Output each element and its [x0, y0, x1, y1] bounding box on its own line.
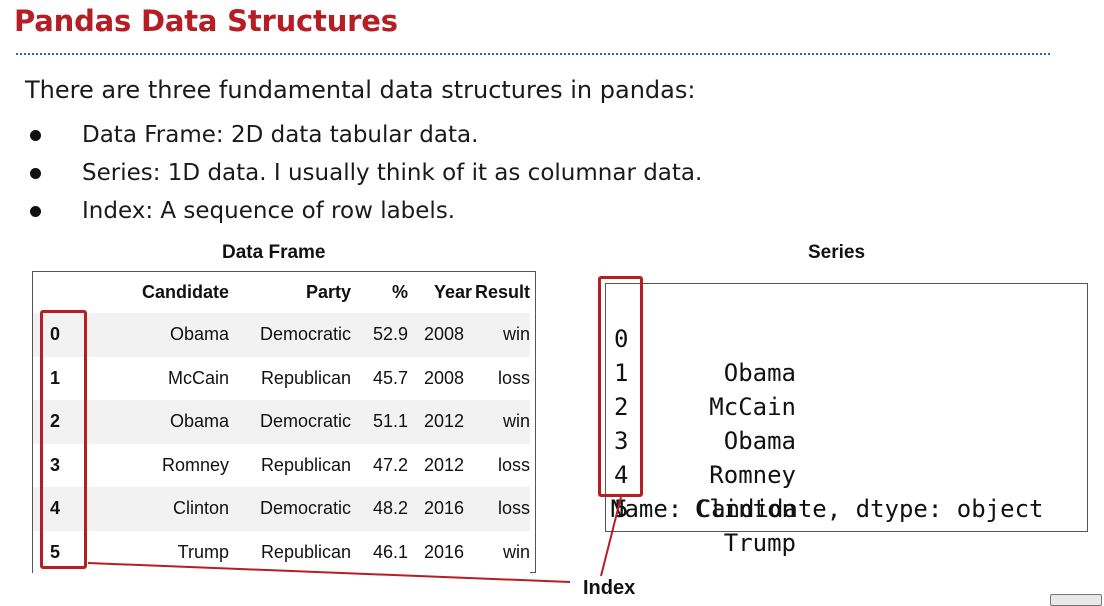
series-value: Obama [723, 359, 796, 387]
cell-year: 2016 [408, 530, 472, 574]
cell-party: Republican [229, 443, 351, 487]
bullet-text: Data Frame: 2D data tabular data. [82, 122, 479, 148]
cell-result: loss [472, 487, 530, 531]
series-index: 2 [614, 393, 629, 421]
series-entry: 3 Romney [614, 390, 796, 489]
series-entry: 5 Trump [614, 458, 796, 557]
column-header-year: Year [433, 282, 472, 302]
bullet-dot-icon [30, 206, 41, 217]
bullet-item: Index: A sequence of row labels. [30, 192, 702, 230]
dataframe-table-panel: Candidate Party % Year Result 0 Obama De… [32, 271, 536, 574]
bullet-dot-icon [30, 130, 41, 141]
bullet-item: Series: 1D data. I usually think of it a… [30, 154, 702, 192]
series-value: McCain [709, 393, 796, 421]
series-index: 4 [614, 461, 629, 489]
series-heading: Series [808, 242, 866, 263]
cell-party: Republican [229, 356, 351, 400]
bullet-list: Data Frame: 2D data tabular data. Series… [30, 116, 702, 230]
bullet-item: Data Frame: 2D data tabular data. [30, 116, 702, 154]
cell-candidate: Romney [75, 443, 229, 487]
cell-candidate: McCain [75, 356, 229, 400]
series-index: 1 [614, 359, 629, 387]
cell-percent: 48.2 [351, 487, 408, 531]
series-entry: 4 Clinton [614, 424, 796, 523]
cell-result: loss [472, 356, 530, 400]
column-header-percent: % [391, 282, 408, 302]
cell-year: 2016 [408, 487, 472, 531]
license-badge-icon [1050, 594, 1102, 606]
table-row: 0 Obama Democratic 52.9 2008 win [33, 313, 530, 357]
cell-candidate: Trump [75, 530, 229, 574]
series-index: 0 [614, 325, 629, 353]
column-header-result: Result [474, 282, 530, 302]
cell-percent: 46.1 [351, 530, 408, 574]
table-row: 4 Clinton Democratic 48.2 2016 loss [33, 487, 530, 531]
cell-party: Republican [229, 530, 351, 574]
cell-percent: 45.7 [351, 356, 408, 400]
index-callout-label: Index [583, 577, 636, 599]
bullet-text: Series: 1D data. I usually think of it a… [82, 160, 703, 186]
dataframe-index-highlight [40, 310, 87, 569]
series-entry: 1 McCain [614, 322, 796, 421]
cell-party: Democratic [229, 487, 351, 531]
series-value: Obama [723, 427, 796, 455]
table-row: 5 Trump Republican 46.1 2016 win [33, 530, 530, 574]
title-divider [16, 53, 1050, 55]
cell-percent: 52.9 [351, 313, 408, 357]
cell-party: Democratic [229, 400, 351, 444]
dataframe-heading: Data Frame [222, 242, 326, 263]
intro-text: There are three fundamental data structu… [25, 76, 696, 104]
series-dtype-footer: Name: Candidate, dtype: object [610, 495, 1044, 523]
bullet-dot-icon [30, 168, 41, 179]
series-value: Clinton [694, 495, 796, 523]
cell-year: 2012 [408, 443, 472, 487]
cell-result: win [472, 313, 530, 357]
cell-percent: 47.2 [351, 443, 408, 487]
column-header-party: Party [305, 282, 351, 302]
cell-candidate: Obama [75, 313, 229, 357]
series-index: 3 [614, 427, 629, 455]
slide-title: Pandas Data Structures [14, 4, 398, 38]
table-row: 2 Obama Democratic 51.1 2012 win [33, 400, 530, 444]
series-entry: 0 Obama [614, 288, 796, 387]
cell-year: 2008 [408, 313, 472, 357]
series-entry: 2 Obama [614, 356, 796, 455]
cell-percent: 51.1 [351, 400, 408, 444]
series-output-panel: 0 Obama 1 McCain 2 Obama 3 Romney 4 Clin… [605, 283, 1088, 557]
cell-year: 2012 [408, 400, 472, 444]
cell-year: 2008 [408, 356, 472, 400]
series-value: Trump [723, 529, 796, 557]
cell-candidate: Obama [75, 400, 229, 444]
cell-candidate: Clinton [75, 487, 229, 531]
cell-result: loss [472, 443, 530, 487]
table-row: 3 Romney Republican 47.2 2012 loss [33, 443, 530, 487]
cell-party: Democratic [229, 313, 351, 357]
bullet-text: Index: A sequence of row labels. [82, 198, 456, 224]
dataframe-table: Candidate Party % Year Result 0 Obama De… [33, 272, 530, 574]
series-value: Romney [709, 461, 796, 489]
cell-result: win [472, 400, 530, 444]
index-header [33, 272, 75, 313]
cell-result: win [472, 530, 530, 574]
table-header-row: Candidate Party % Year Result [33, 272, 530, 313]
table-row: 1 McCain Republican 45.7 2008 loss [33, 356, 530, 400]
series-index-highlight [598, 276, 643, 497]
column-header-candidate: Candidate [141, 282, 229, 302]
